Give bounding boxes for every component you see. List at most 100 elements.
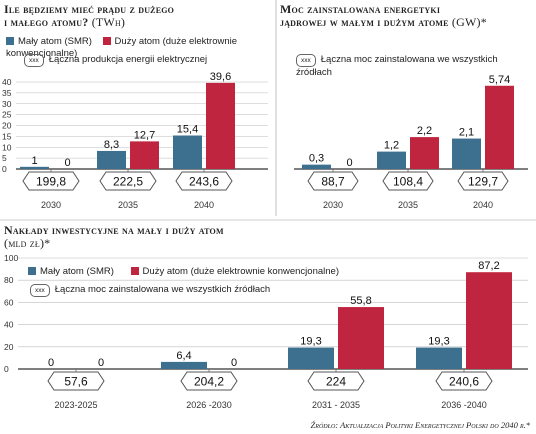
y-tick-label: 40 (2, 77, 12, 87)
data-label: 0 (64, 157, 70, 169)
data-label: 5,74 (489, 74, 510, 86)
bar-smr (302, 164, 331, 169)
bar-large (206, 82, 235, 169)
data-label: 1,2 (384, 140, 399, 152)
chart2-title: Moc zainstalowana energetyki jądrowej w … (280, 3, 487, 29)
total-badge (435, 371, 493, 391)
total-badge-icon: xxx (24, 54, 44, 67)
x-tick-label: 2036 -2040 (441, 400, 487, 410)
chart1-legend: Mały atom (SMR) Duży atom (duże elektrow… (6, 36, 266, 60)
chart2-total-label: Łączna moc zainstalowana we wszystkich ź… (296, 54, 498, 78)
total-value: 240,6 (449, 375, 479, 389)
chart1-title: Ile będziemy mieć prądu z dużego i małeg… (4, 3, 174, 29)
x-tick-label: 2040 (194, 200, 214, 210)
data-label: 19,3 (428, 336, 449, 348)
chart1-title-line1: Ile będziemy mieć prądu z dużego (4, 2, 175, 16)
bar-smr (97, 150, 126, 169)
total-value: 108,4 (393, 175, 423, 189)
y-tick-label: 0 (2, 164, 7, 174)
total-badge (99, 171, 157, 191)
total-value: 199,8 (36, 175, 66, 189)
y-tick-label: 5 (2, 153, 7, 163)
chart3-unit: (mld zł)* (4, 236, 51, 250)
data-label: 19,3 (300, 336, 321, 348)
bar-smr (416, 347, 462, 369)
total-badge (307, 171, 359, 191)
legend-large-label: Duży atom (duże elektrownie konwencjonal… (142, 266, 339, 277)
x-tick-label: 2030 (323, 200, 343, 210)
x-tick-label: 2026 -2030 (186, 400, 232, 410)
total-badge (382, 171, 434, 191)
bar-large (410, 137, 439, 169)
bar-large (338, 307, 384, 369)
chart3-total-label: Łączna moc zainstalowana we wszystkich ź… (54, 284, 271, 295)
chart3-title-line1: Nakłady inwestycyjne na mały i duży atom (4, 223, 224, 237)
total-badge (180, 371, 238, 391)
x-tick-label: 2035 (118, 200, 138, 210)
data-label: 0 (98, 357, 104, 369)
data-label: 8,3 (104, 139, 119, 151)
bar-large (130, 141, 159, 169)
legend-large-swatch (102, 37, 111, 45)
x-tick-label: 2030 (41, 200, 61, 210)
y-tick-label: 15 (2, 131, 12, 141)
x-tick-label: 2023-2025 (54, 400, 97, 410)
y-tick-label: 60 (4, 297, 14, 307)
bar-smr (377, 151, 406, 169)
total-value: 224 (326, 375, 346, 389)
total-value: 57,6 (64, 375, 88, 389)
bar-smr (173, 135, 202, 169)
y-tick-label: 0 (4, 364, 9, 374)
total-badge (307, 371, 365, 391)
total-badge (47, 371, 105, 391)
legend-large-swatch (130, 267, 139, 275)
total-value: 243,6 (189, 175, 219, 189)
data-label: 1 (31, 155, 37, 167)
source-note: Źródło: Aktualizacja Polityki Energetycz… (310, 420, 530, 430)
chart3-total-legend: xxx Łączna moc zainstalowana we wszystkic… (30, 284, 270, 297)
chart3-title: Nakłady inwestycyjne na mały i duży atom… (4, 224, 224, 250)
legend-smr-label: Mały atom (SMR) (40, 266, 114, 277)
bar-smr (288, 347, 334, 369)
total-value: 88,7 (321, 175, 345, 189)
legend-smr-swatch (6, 37, 14, 45)
y-tick-label: 35 (2, 88, 12, 98)
chart2-title-line2: jądrowej w małym i dużym atome (280, 15, 449, 29)
y-tick-label: 20 (4, 342, 14, 352)
data-label: 2,2 (417, 125, 432, 137)
bar-large (466, 272, 512, 369)
bar-smr (452, 138, 481, 169)
chart2-total-legend: xxx Łączna moc zainstalowana we wszystkic… (296, 54, 536, 79)
data-label: 87,2 (478, 260, 499, 272)
data-label: 0 (48, 357, 54, 369)
chart1-total-label: Łączna produkcja energii elektrycznej (48, 54, 208, 65)
total-value: 222,5 (113, 175, 143, 189)
chart1-title-line2: i małego atomu? (4, 15, 89, 29)
data-label: 0 (346, 157, 352, 169)
total-value: 129,7 (468, 175, 498, 189)
chart1-total-legend: xxx Łączna produkcja energii elektrycznej (24, 54, 207, 67)
data-label: 55,8 (350, 295, 371, 307)
data-label: 12,7 (134, 129, 155, 141)
total-badge (457, 171, 509, 191)
total-badge (22, 171, 80, 191)
x-tick-label: 2040 (473, 200, 493, 210)
chart1-unit: (TWh) (91, 15, 126, 29)
chart2-unit: (GW)* (451, 15, 487, 29)
y-tick-label: 80 (4, 275, 14, 285)
y-tick-label: 40 (4, 320, 14, 330)
legend-smr-swatch (28, 267, 36, 275)
bar-smr (161, 361, 207, 369)
x-tick-label: 2035 (398, 200, 418, 210)
legend-large-label: Duży atom (duże elektrownie konwencjonal… (6, 36, 238, 59)
legend-smr-label: Mały atom (SMR) (18, 36, 92, 47)
y-tick-label: 20 (2, 121, 12, 131)
data-label: 39,6 (210, 71, 231, 83)
data-label: 15,4 (177, 124, 198, 136)
data-label: 2,1 (459, 127, 474, 139)
x-tick-label: 2031 - 2035 (312, 400, 360, 410)
total-badge (175, 171, 233, 191)
data-label: 0,3 (309, 153, 324, 165)
total-badge-icon: xxx (30, 284, 50, 297)
